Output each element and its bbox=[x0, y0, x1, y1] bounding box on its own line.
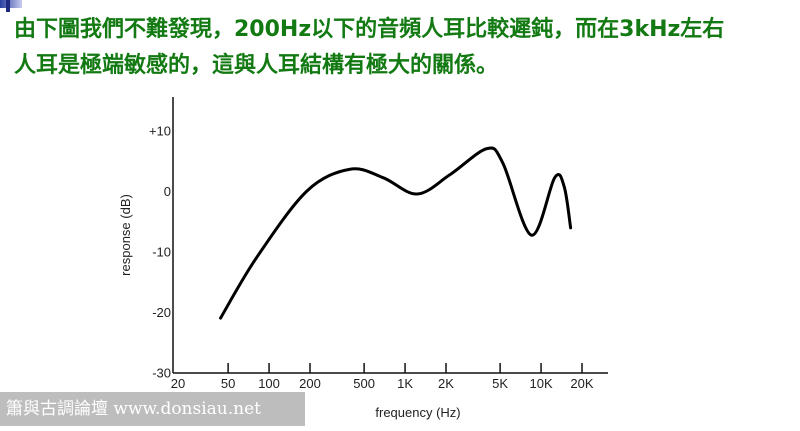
slide-bullet-icon bbox=[0, 0, 22, 8]
y-tick-label: -30 bbox=[152, 366, 171, 381]
y-tick-label: 0 bbox=[164, 184, 171, 199]
y-axis-title: response (dB) bbox=[118, 194, 133, 276]
x-tick-label: 20 bbox=[171, 376, 185, 391]
x-tick-label: 20K bbox=[570, 376, 593, 391]
slide-caption: 由下圖我們不難發現，200Hz以下的音頻人耳比較遲鈍，而在3kHz左右 人耳是極… bbox=[14, 12, 794, 84]
x-tick-label: 50 bbox=[221, 376, 235, 391]
slide-bullet-mark-icon bbox=[6, 0, 10, 12]
watermark: 簫與古調論壇 www.donsiau.net bbox=[0, 392, 305, 426]
response-curve bbox=[219, 146, 573, 320]
y-tick-label: +10 bbox=[149, 124, 171, 139]
x-tick-label: 1K bbox=[397, 376, 413, 391]
y-tick-label: -10 bbox=[152, 245, 171, 260]
x-axis-title: frequency (Hz) bbox=[375, 405, 460, 420]
caption-line-2: 人耳是極端敏感的，這與人耳結構有極大的關係。 bbox=[14, 53, 499, 78]
caption-line-1: 由下圖我們不難發現，200Hz以下的音頻人耳比較遲鈍，而在3kHz左右 bbox=[14, 17, 725, 42]
x-tick-label: 10K bbox=[529, 376, 552, 391]
x-tick-label: 100 bbox=[258, 376, 280, 391]
x-tick-label: 500 bbox=[353, 376, 375, 391]
x-tick-label: 5K bbox=[492, 376, 508, 391]
x-tick-label: 2K bbox=[438, 376, 454, 391]
x-tick-label: 200 bbox=[299, 376, 321, 391]
y-tick-label: -20 bbox=[152, 305, 171, 320]
